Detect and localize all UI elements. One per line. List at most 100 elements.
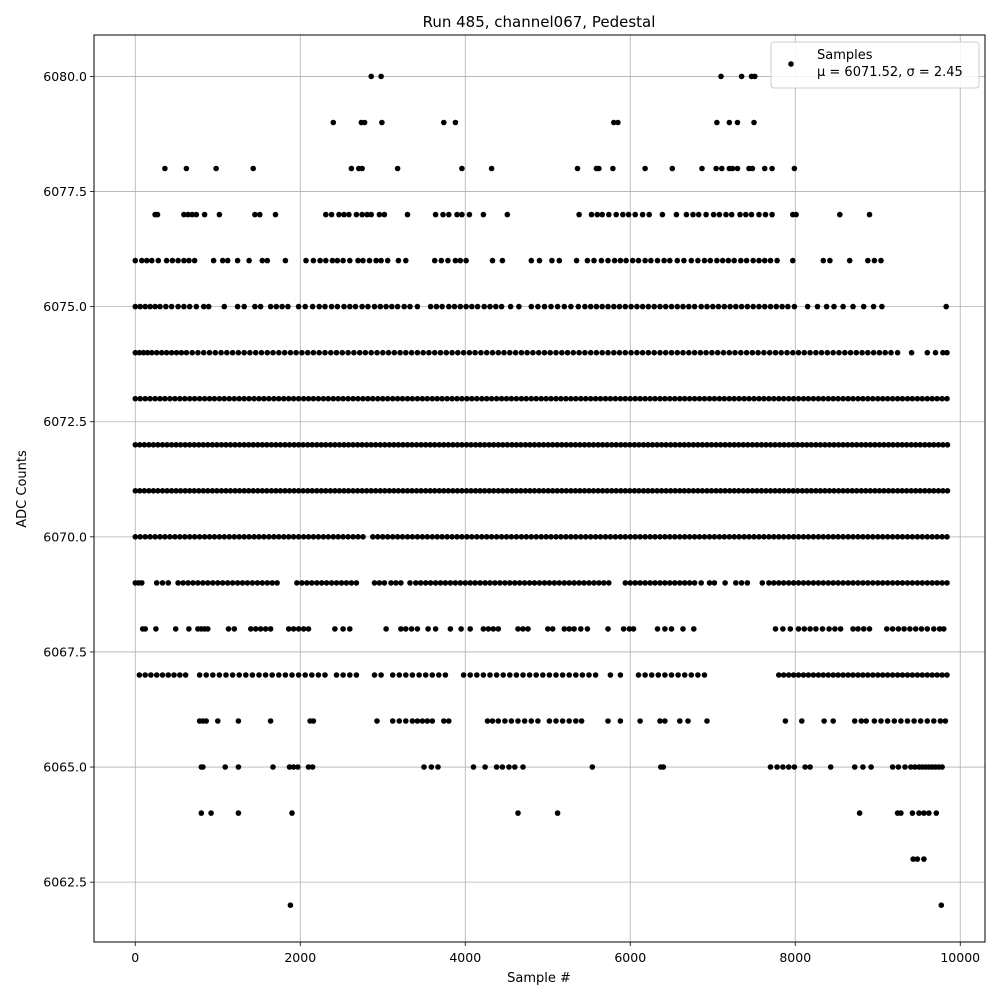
data-point xyxy=(582,303,588,310)
data-point xyxy=(403,718,409,724)
data-point xyxy=(231,626,238,632)
data-point xyxy=(481,442,488,448)
data-point xyxy=(612,534,619,540)
data-point xyxy=(403,626,409,632)
data-point xyxy=(867,442,874,448)
data-point xyxy=(208,810,214,816)
y-tick-label: 6077.5 xyxy=(43,184,87,199)
data-point xyxy=(772,349,779,356)
data-point xyxy=(826,488,833,494)
data-point xyxy=(688,672,695,678)
data-point xyxy=(469,395,475,402)
data-point xyxy=(688,257,695,264)
data-point xyxy=(795,395,802,402)
data-point xyxy=(533,672,539,678)
data-point xyxy=(766,349,773,356)
data-point xyxy=(868,764,874,770)
data-point xyxy=(606,211,612,218)
y-tick-label: 6080.0 xyxy=(43,69,87,84)
data-point xyxy=(636,442,642,448)
data-point xyxy=(657,718,663,724)
data-point xyxy=(535,349,542,356)
data-point xyxy=(706,534,713,540)
data-point xyxy=(345,488,352,494)
data-point xyxy=(651,303,657,310)
data-point xyxy=(210,580,216,586)
data-point xyxy=(884,626,890,632)
data-point xyxy=(769,165,775,172)
data-point xyxy=(359,165,365,172)
data-point xyxy=(535,718,541,724)
data-point xyxy=(333,580,340,586)
data-point xyxy=(831,488,837,494)
data-point xyxy=(785,488,792,494)
data-point xyxy=(159,672,166,678)
data-point xyxy=(175,257,181,264)
data-point xyxy=(246,257,252,264)
data-point xyxy=(139,257,145,264)
data-point xyxy=(881,488,887,494)
data-point xyxy=(637,534,643,540)
data-point xyxy=(196,488,202,494)
data-point xyxy=(903,488,910,494)
data-point xyxy=(340,626,346,632)
data-point xyxy=(780,764,786,770)
data-point xyxy=(409,395,416,402)
data-point xyxy=(149,257,155,264)
data-point xyxy=(185,580,191,586)
data-point xyxy=(309,488,316,494)
data-point xyxy=(196,534,203,540)
data-point xyxy=(586,580,592,586)
data-point xyxy=(293,349,299,356)
data-point xyxy=(568,488,574,494)
data-point xyxy=(740,488,747,494)
data-point xyxy=(418,488,424,494)
data-point xyxy=(527,488,533,494)
data-point xyxy=(290,395,297,402)
data-point xyxy=(931,718,937,724)
data-point xyxy=(690,211,696,218)
data-point xyxy=(845,395,851,402)
data-point xyxy=(239,580,246,586)
data-point xyxy=(146,442,152,448)
data-point xyxy=(904,395,911,402)
data-point xyxy=(553,672,559,678)
data-point xyxy=(611,257,618,264)
data-point xyxy=(181,303,187,310)
data-point xyxy=(429,534,436,540)
data-point xyxy=(831,442,837,448)
data-point xyxy=(224,257,231,264)
data-point xyxy=(470,764,477,770)
data-point xyxy=(681,395,688,402)
data-point xyxy=(647,534,653,540)
data-point xyxy=(335,534,342,540)
data-point xyxy=(185,211,191,218)
data-point xyxy=(232,488,238,494)
data-point xyxy=(582,349,588,356)
data-point xyxy=(409,534,416,540)
data-point xyxy=(904,718,911,724)
data-point xyxy=(767,442,774,448)
data-point xyxy=(709,349,715,356)
data-point xyxy=(399,395,406,402)
data-point xyxy=(200,303,207,310)
data-point xyxy=(944,349,950,356)
data-point xyxy=(779,303,785,310)
data-point xyxy=(345,534,351,540)
data-point xyxy=(691,580,698,586)
data-point xyxy=(380,534,386,540)
data-point xyxy=(751,395,757,402)
data-point xyxy=(500,488,506,494)
data-point xyxy=(446,303,452,310)
data-point xyxy=(172,534,178,540)
data-point xyxy=(732,349,738,356)
data-point xyxy=(787,626,794,632)
data-point xyxy=(291,442,297,448)
data-point xyxy=(309,303,316,310)
data-point xyxy=(800,395,807,402)
data-point xyxy=(427,580,434,586)
data-point xyxy=(273,303,280,310)
data-point xyxy=(442,580,449,586)
data-point xyxy=(790,580,797,586)
data-point xyxy=(382,442,388,448)
